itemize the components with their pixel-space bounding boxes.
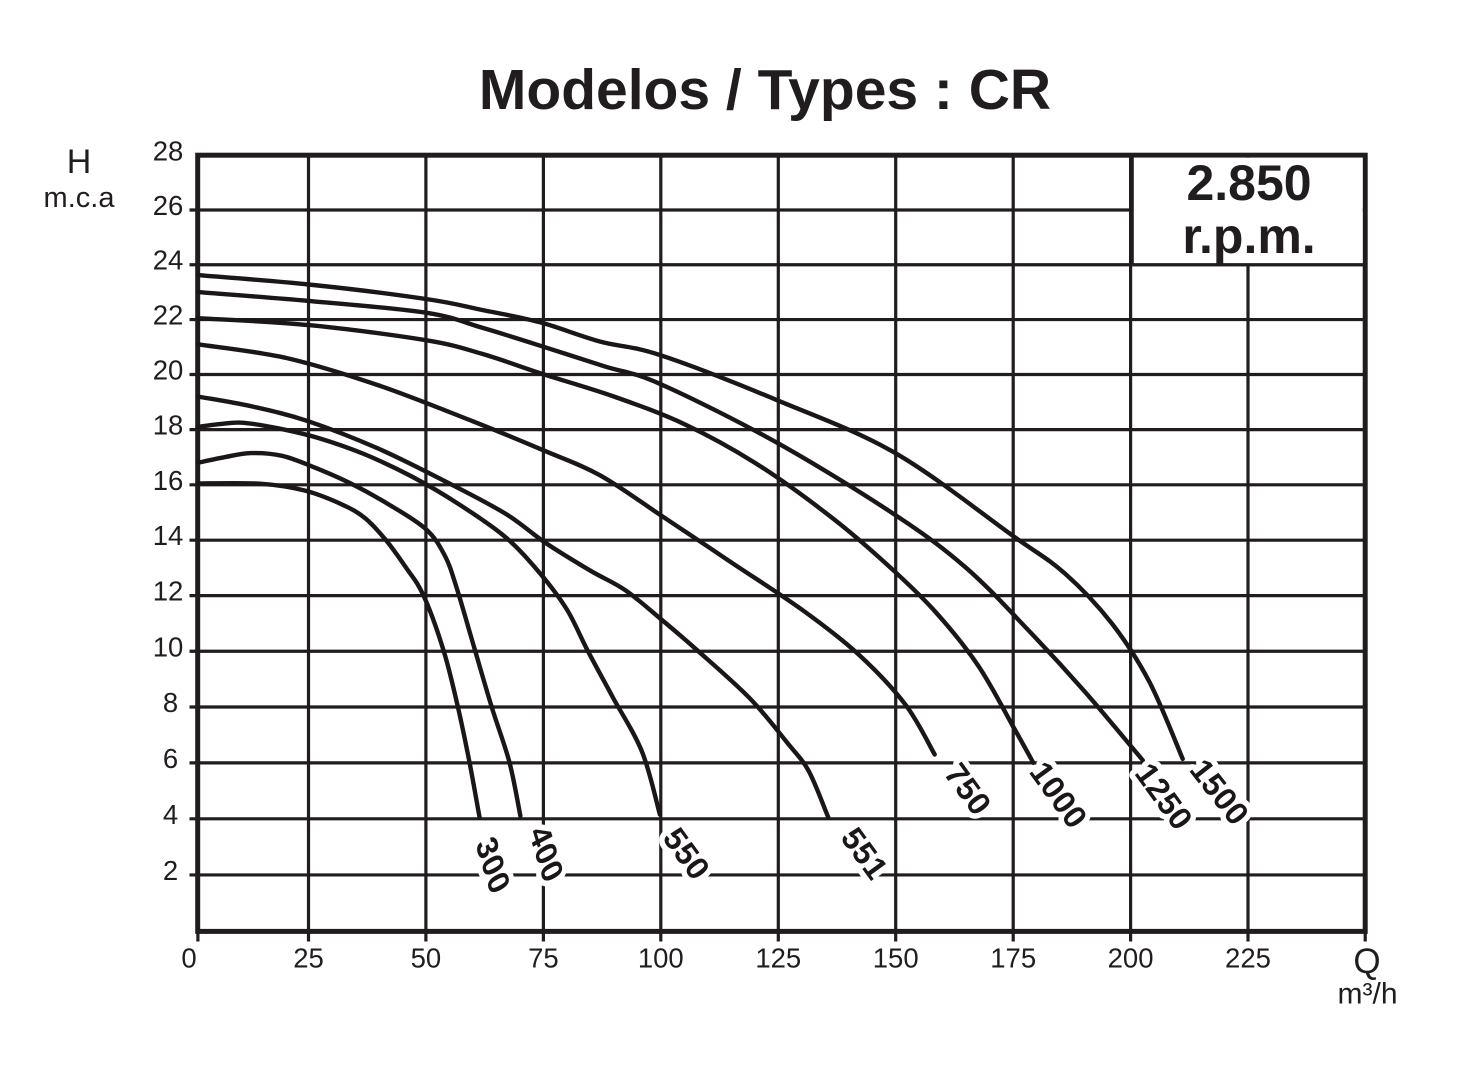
svg-text:m.c.a: m.c.a bbox=[44, 182, 116, 214]
svg-text:24: 24 bbox=[153, 245, 184, 276]
svg-text:14: 14 bbox=[153, 520, 184, 551]
svg-text:50: 50 bbox=[411, 943, 442, 974]
svg-text:m³/h: m³/h bbox=[1338, 978, 1398, 1011]
svg-text:r.p.m.: r.p.m. bbox=[1182, 208, 1315, 264]
svg-text:8: 8 bbox=[163, 687, 178, 718]
svg-text:0: 0 bbox=[181, 943, 196, 974]
svg-text:26: 26 bbox=[153, 190, 184, 221]
svg-text:4: 4 bbox=[163, 799, 178, 830]
svg-text:225: 225 bbox=[1225, 943, 1271, 974]
svg-text:200: 200 bbox=[1108, 943, 1154, 974]
svg-text:6: 6 bbox=[163, 743, 178, 774]
svg-text:75: 75 bbox=[528, 943, 559, 974]
svg-text:28: 28 bbox=[153, 135, 184, 166]
svg-text:22: 22 bbox=[153, 300, 184, 331]
svg-text:25: 25 bbox=[293, 943, 324, 974]
svg-text:125: 125 bbox=[755, 943, 801, 974]
svg-text:150: 150 bbox=[873, 943, 919, 974]
svg-text:20: 20 bbox=[153, 355, 184, 386]
svg-text:2: 2 bbox=[163, 855, 178, 886]
svg-text:175: 175 bbox=[990, 943, 1036, 974]
svg-text:Modelos / Types : CR: Modelos / Types : CR bbox=[479, 58, 1051, 122]
svg-text:16: 16 bbox=[153, 465, 184, 496]
svg-text:Q: Q bbox=[1353, 942, 1380, 981]
svg-text:H: H bbox=[67, 143, 92, 181]
svg-text:18: 18 bbox=[153, 410, 184, 441]
svg-text:100: 100 bbox=[638, 943, 684, 974]
svg-text:10: 10 bbox=[153, 631, 184, 662]
svg-text:2.850: 2.850 bbox=[1186, 155, 1311, 211]
svg-text:12: 12 bbox=[153, 576, 184, 607]
